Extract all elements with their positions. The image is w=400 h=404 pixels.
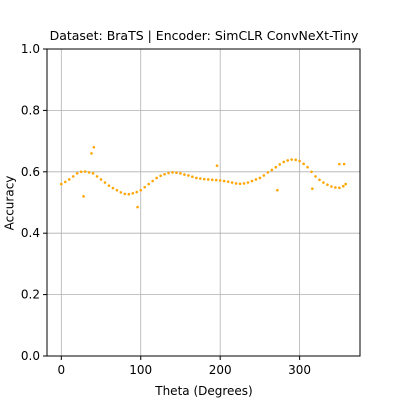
point (111, 186, 115, 190)
x-tick-label: 0 (57, 363, 65, 377)
point (330, 185, 333, 188)
point (147, 182, 150, 186)
y-tick-label: 0.8 (21, 103, 40, 117)
point (171, 171, 174, 174)
point (87, 171, 91, 174)
point (290, 158, 293, 161)
point (286, 159, 290, 162)
point (242, 182, 246, 185)
point (159, 174, 162, 178)
point (311, 187, 314, 190)
point (210, 178, 214, 182)
point (302, 162, 305, 166)
point (318, 178, 321, 182)
point (119, 191, 123, 194)
point (230, 181, 234, 184)
point (342, 162, 346, 166)
point (75, 172, 79, 175)
point (90, 152, 93, 155)
y-tick-label: 0.2 (21, 288, 40, 302)
x-tick-label: 200 (209, 363, 232, 377)
point (218, 179, 222, 182)
point (91, 172, 95, 175)
point (143, 185, 147, 189)
point (99, 178, 103, 181)
point (338, 186, 341, 190)
point (103, 181, 107, 184)
y-tick-label: 0.4 (21, 226, 40, 240)
point (278, 163, 282, 166)
point (294, 158, 297, 162)
point (127, 192, 131, 196)
point (215, 164, 219, 167)
point (131, 191, 135, 195)
point (107, 184, 111, 187)
point (92, 145, 96, 149)
point (322, 181, 325, 184)
y-tick-label: 1.0 (21, 42, 40, 56)
point (155, 176, 158, 180)
point (226, 180, 230, 183)
point (136, 205, 139, 209)
point (282, 160, 286, 164)
point (195, 176, 198, 180)
point (123, 192, 127, 196)
point (79, 170, 83, 174)
point (187, 174, 190, 177)
point (298, 159, 301, 163)
point (222, 179, 226, 183)
point (338, 162, 341, 166)
point (151, 179, 154, 183)
point (234, 182, 238, 185)
point (276, 188, 279, 192)
point (139, 188, 143, 192)
point (250, 179, 254, 183)
point (191, 175, 194, 179)
point (344, 182, 348, 186)
point (258, 176, 262, 180)
point (206, 178, 210, 181)
point (82, 195, 85, 198)
point (63, 180, 67, 184)
point (199, 177, 202, 180)
point (214, 178, 218, 182)
point (67, 178, 71, 181)
point (175, 171, 178, 175)
point (326, 183, 329, 186)
point (95, 175, 99, 178)
point (238, 182, 242, 186)
x-tick-label: 100 (129, 363, 152, 377)
y-tick-label: 0.6 (21, 165, 40, 179)
point (342, 184, 345, 188)
point (202, 177, 206, 181)
point (179, 172, 182, 175)
point (71, 175, 75, 178)
y-axis-label: Accuracy (3, 176, 17, 231)
point (163, 172, 166, 176)
point (59, 182, 63, 186)
point (334, 186, 337, 189)
point (274, 165, 278, 169)
y-tick-label: 0.0 (21, 349, 40, 363)
point (135, 190, 139, 194)
chart-title: Dataset: BraTS | Encoder: SimCLR ConvNeX… (50, 28, 359, 43)
point (310, 170, 313, 174)
point (306, 165, 309, 169)
point (314, 175, 317, 178)
point (183, 173, 186, 176)
point (115, 188, 119, 192)
x-tick-label: 300 (288, 363, 311, 377)
point (266, 171, 270, 174)
point (167, 171, 170, 175)
point (83, 170, 87, 173)
point (262, 174, 266, 177)
plot-frame (46, 48, 361, 357)
point (254, 178, 258, 181)
x-axis-label: Theta (Degrees) (154, 384, 252, 398)
point (246, 181, 250, 184)
point (270, 168, 274, 172)
